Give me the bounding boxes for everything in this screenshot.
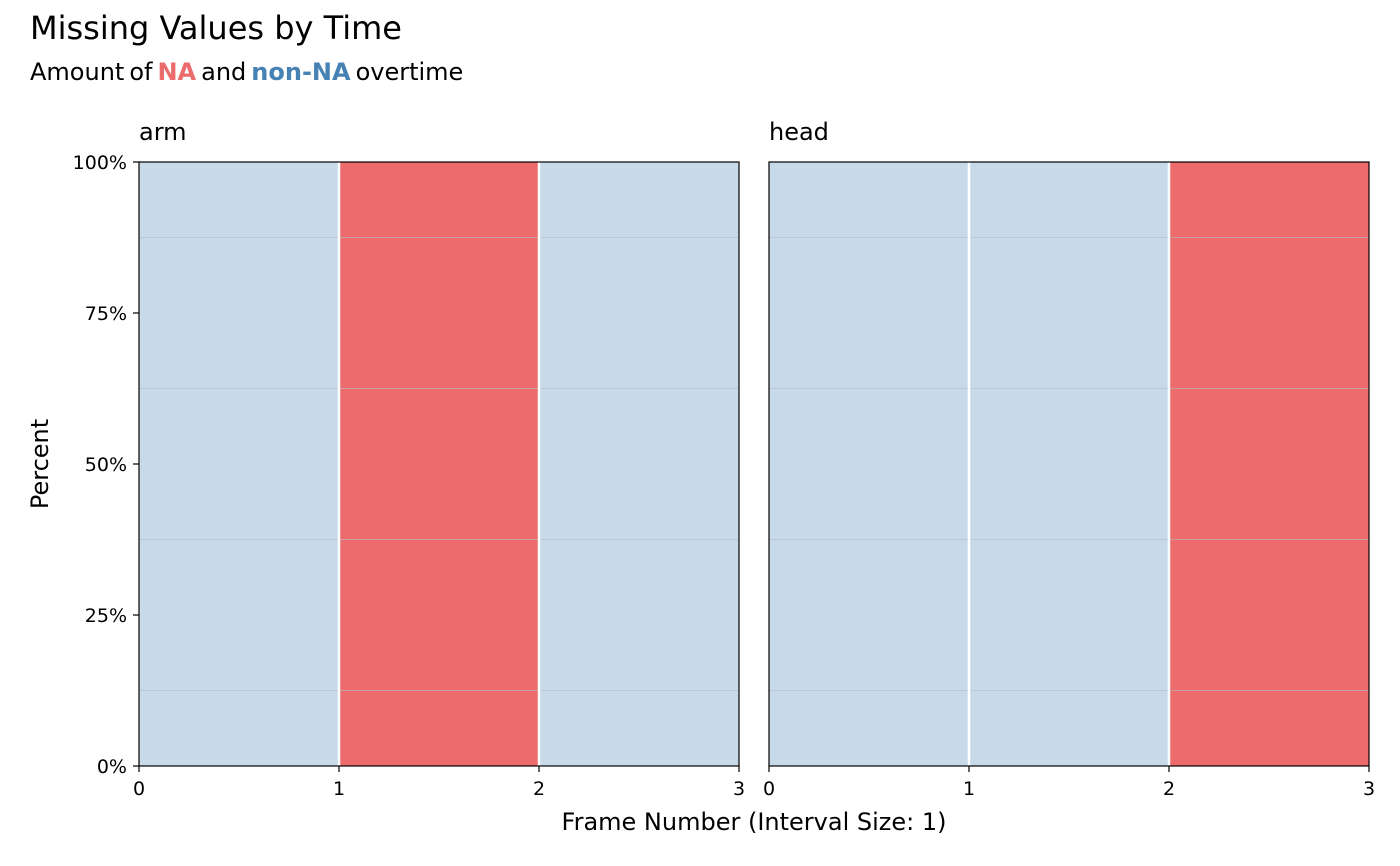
y-tick-label-2: 50% — [85, 454, 127, 476]
x-tick-label-head-3: 3 — [1363, 778, 1375, 800]
bar-na-arm-1 — [339, 162, 539, 766]
x-tick-label-arm-0: 0 — [133, 778, 145, 800]
panel-border-head — [768, 161, 1370, 767]
y-tick-label-0: 0% — [97, 756, 127, 778]
x-tick-label-arm-2: 2 — [533, 778, 545, 800]
subtitle-word-overtime: overtime — [355, 58, 464, 86]
x-axis-title: Frame Number (Interval Size: 1) — [562, 808, 947, 836]
subtitle-word-of: of — [129, 58, 153, 86]
x-tick-label-head-1: 1 — [963, 778, 975, 800]
chart-subtitle: Amount of NA and non-NA overtime — [30, 58, 468, 86]
y-tick-label-4: 100% — [73, 152, 127, 174]
subtitle-word-and: and — [201, 58, 247, 86]
bar-non-na-head-1 — [969, 162, 1169, 766]
bar-non-na-head-0 — [769, 162, 969, 766]
facet-label-arm: arm — [139, 118, 187, 146]
x-tick-label-arm-1: 1 — [333, 778, 345, 800]
chart-title: Missing Values by Time — [30, 9, 402, 47]
x-tick-label-head-2: 2 — [1163, 778, 1175, 800]
x-tick-label-head-0: 0 — [763, 778, 775, 800]
y-tick-label-3: 75% — [85, 303, 127, 325]
subtitle-non-na-label: non-NA — [251, 58, 351, 86]
y-tick-label-1: 25% — [85, 605, 127, 627]
x-tick-label-arm-3: 3 — [733, 778, 745, 800]
bar-na-head-2 — [1169, 162, 1369, 766]
bar-non-na-arm-0 — [139, 162, 339, 766]
subtitle-na-label: NA — [157, 58, 197, 86]
y-axis-title: Percent — [26, 419, 54, 509]
bar-non-na-arm-2 — [539, 162, 739, 766]
subtitle-word-amount: Amount — [30, 58, 125, 86]
facet-label-head: head — [769, 118, 829, 146]
